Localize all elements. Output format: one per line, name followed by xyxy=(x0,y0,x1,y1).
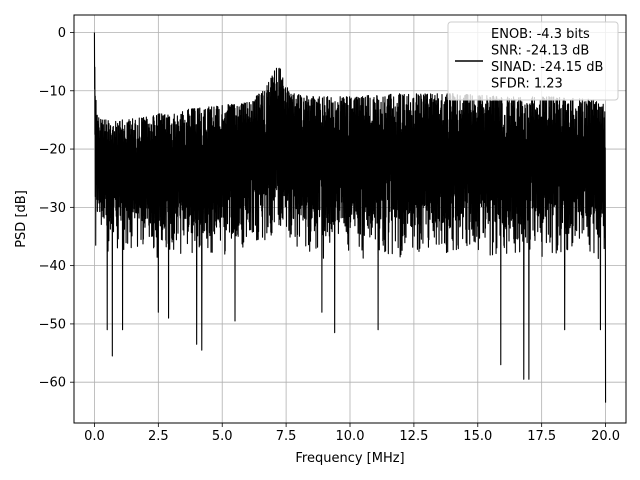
x-tick-label: 7.5 xyxy=(276,429,297,444)
x-tick-label: 20.0 xyxy=(591,429,620,444)
y-tick-label: −40 xyxy=(39,259,66,274)
x-tick-label: 17.5 xyxy=(527,429,556,444)
y-tick-label: 0 xyxy=(58,26,66,41)
legend-entry: SFDR: 1.23 xyxy=(491,77,563,92)
x-tick-label: 0.0 xyxy=(84,429,105,444)
x-tick-label: 5.0 xyxy=(212,429,233,444)
y-tick-label: −60 xyxy=(39,376,66,391)
y-tick-label: −20 xyxy=(39,143,66,158)
x-axis-label: Frequency [MHz] xyxy=(295,451,404,466)
x-axis-ticks: 0.0 2.5 5.0 7.5 10.0 12.5 15.0 17.5 20.0 xyxy=(84,423,620,444)
series-psd-trace xyxy=(93,32,607,403)
y-axis-ticks: 0 −10 −20 −30 −40 −50 −60 xyxy=(39,26,74,391)
y-tick-label: −50 xyxy=(39,317,66,332)
y-tick-label: −30 xyxy=(39,201,66,216)
x-tick-label: 15.0 xyxy=(463,429,492,444)
legend-entry: SNR: -24.13 dB xyxy=(491,44,589,59)
legend-box xyxy=(447,21,619,101)
y-tick-label: −10 xyxy=(39,84,66,99)
x-tick-label: 2.5 xyxy=(148,429,169,444)
legend-entry: SINAD: -24.15 dB xyxy=(491,60,603,75)
psd-line xyxy=(93,32,607,403)
x-tick-label: 10.0 xyxy=(336,429,365,444)
legend-entry: ENOB: -4.3 bits xyxy=(491,27,590,42)
x-tick-label: 12.5 xyxy=(399,429,428,444)
y-axis-label: PSD [dB] xyxy=(14,190,29,248)
